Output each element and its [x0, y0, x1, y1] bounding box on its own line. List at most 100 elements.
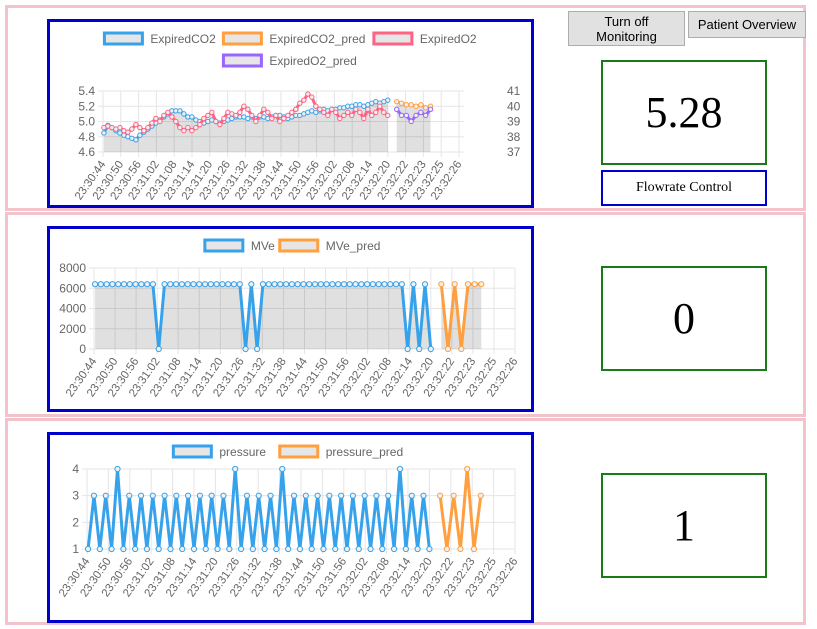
- data-point: [214, 545, 221, 553]
- y-tick-label: 6000: [59, 281, 86, 295]
- data-point: [202, 545, 209, 553]
- data-point: [458, 345, 465, 353]
- y-right-tick-label: 41: [507, 84, 521, 98]
- data-point: [403, 112, 410, 119]
- data-point: [132, 281, 139, 288]
- data-point: [341, 112, 347, 119]
- data-point: [313, 103, 319, 109]
- data-point: [361, 492, 368, 499]
- chart-pressure: pressure pressure_pred 1 2 3 4 23:30:44 23:30:5…: [47, 432, 534, 623]
- y-tick-label: 4.8: [78, 130, 95, 144]
- data-point: [414, 545, 421, 553]
- data-point: [464, 465, 471, 473]
- data-point: [117, 130, 123, 136]
- data-point: [114, 465, 121, 473]
- data-point: [173, 118, 179, 125]
- turn-off-monitoring-button[interactable]: Turn off Monitoring: [568, 11, 685, 46]
- data-point: [385, 112, 391, 119]
- legend-label-mve: MVe: [251, 239, 275, 253]
- series-expiredo2-pred: [394, 106, 434, 125]
- legend-label-pressure: pressure: [219, 445, 266, 459]
- data-point: [277, 118, 283, 125]
- data-point: [178, 281, 185, 288]
- data-point: [126, 281, 133, 288]
- data-point: [179, 545, 186, 553]
- legend-label-pressure-pred: pressure_pred: [326, 445, 403, 459]
- data-point: [357, 109, 363, 116]
- data-point: [157, 118, 163, 125]
- data-point: [269, 115, 275, 122]
- chart-pressure-plot: pressure pressure_pred123423:30:4423:30:5…: [57, 444, 520, 599]
- data-point: [254, 345, 261, 353]
- chart-expired-gases: ExpiredCO2 ExpiredCO2_pred ExpiredO2 Expire…: [47, 19, 534, 208]
- data-point: [282, 281, 290, 288]
- data-point: [471, 281, 478, 288]
- series-expiredco2-pred: [394, 98, 434, 152]
- legend: ExpiredCO2 ExpiredCO2_pred ExpiredO2 Expire…: [102, 31, 477, 68]
- data-point: [279, 465, 286, 473]
- data-point: [311, 281, 319, 288]
- data-point: [208, 492, 215, 499]
- data-point: [402, 545, 409, 553]
- y-right-tick-label: 38: [507, 130, 521, 144]
- data-point: [398, 281, 405, 288]
- data-point: [257, 112, 263, 119]
- data-point: [226, 545, 233, 553]
- data-point: [221, 115, 227, 122]
- data-point: [185, 492, 192, 499]
- data-point: [145, 124, 151, 131]
- row-mve: MVe MVe_pred 0 2000 4000 6000 8000 23:30:44 23:3…: [5, 212, 806, 417]
- data-point: [219, 281, 226, 288]
- patient-overview-button[interactable]: Patient Overview: [688, 11, 806, 38]
- y-tick-label: 2: [72, 515, 79, 529]
- data-point: [288, 281, 295, 288]
- data-point: [261, 545, 268, 553]
- data-point: [325, 112, 331, 119]
- data-point: [369, 112, 375, 119]
- data-point: [117, 124, 123, 131]
- data-point: [314, 492, 321, 499]
- data-point: [345, 109, 351, 116]
- data-point: [90, 492, 98, 499]
- data-point: [161, 492, 168, 499]
- legend-swatch-expiredo2-pred: [221, 53, 263, 68]
- data-point: [438, 281, 445, 288]
- data-point: [443, 545, 450, 553]
- data-point: [249, 545, 256, 553]
- series-area-mve-pred: [441, 284, 482, 349]
- data-point: [243, 492, 251, 499]
- data-point: [197, 121, 203, 128]
- data-point: [427, 345, 434, 353]
- y-tick-label: 0: [79, 342, 86, 356]
- data-point: [398, 112, 405, 119]
- data-point: [444, 345, 452, 353]
- data-point: [102, 492, 109, 499]
- data-point: [394, 98, 400, 105]
- data-point: [167, 281, 174, 288]
- data-point: [320, 545, 327, 553]
- data-point: [265, 109, 271, 116]
- data-point: [332, 545, 339, 553]
- mve-readout-value: 0: [673, 294, 695, 343]
- data-point: [349, 492, 356, 499]
- data-point: [470, 545, 478, 553]
- data-point: [129, 126, 135, 132]
- data-point: [408, 118, 414, 125]
- data-point: [369, 281, 377, 288]
- data-point: [477, 492, 484, 499]
- data-point: [267, 492, 274, 499]
- data-point: [189, 127, 195, 134]
- data-point: [115, 281, 122, 288]
- y-tick-label: 5.4: [78, 84, 95, 98]
- data-point: [302, 492, 309, 499]
- data-point: [233, 112, 239, 119]
- legend-swatch-expiredco2: [102, 31, 144, 46]
- data-point: [418, 109, 424, 116]
- legend-swatch-pressure: [171, 444, 213, 459]
- data-point: [309, 94, 315, 100]
- y-tick-label: 2000: [59, 322, 86, 336]
- data-point: [408, 102, 414, 108]
- data-point: [245, 106, 251, 113]
- data-point: [213, 281, 220, 288]
- flowrate-control-button[interactable]: Flowrate Control: [601, 170, 767, 206]
